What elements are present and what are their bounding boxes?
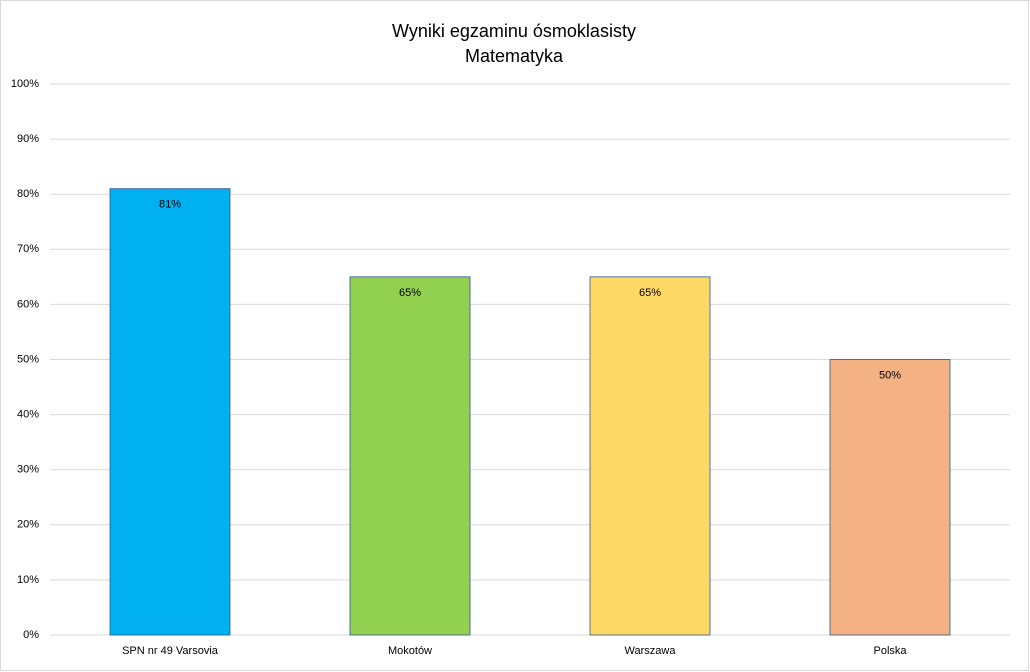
bar <box>829 359 951 636</box>
value-label: 50% <box>879 369 901 381</box>
y-tick-label: 100% <box>11 78 39 90</box>
x-tick-label: Warszawa <box>625 645 677 657</box>
y-tick-label: 0% <box>23 629 39 641</box>
chart-title: Wyniki egzaminu ósmoklasisty <box>392 21 636 41</box>
bar <box>109 188 231 636</box>
bar <box>589 276 711 636</box>
y-tick-label: 30% <box>17 464 39 476</box>
x-tick-label: Mokotów <box>388 645 432 657</box>
y-tick-label: 60% <box>17 298 39 310</box>
y-tick-label: 20% <box>17 519 39 531</box>
value-label: 81% <box>159 199 181 211</box>
y-tick-label: 40% <box>17 409 39 421</box>
y-tick-label: 10% <box>17 574 39 586</box>
y-tick-label: 80% <box>17 188 39 200</box>
y-tick-label: 50% <box>17 353 39 365</box>
value-label: 65% <box>639 287 661 299</box>
bar <box>349 276 471 636</box>
y-tick-label: 70% <box>17 243 39 255</box>
value-label: 65% <box>399 287 421 299</box>
x-tick-label: SPN nr 49 Varsovia <box>122 645 219 657</box>
y-tick-label: 90% <box>17 133 39 145</box>
chart-subtitle: Matematyka <box>465 46 564 66</box>
x-tick-label: Polska <box>873 645 907 657</box>
